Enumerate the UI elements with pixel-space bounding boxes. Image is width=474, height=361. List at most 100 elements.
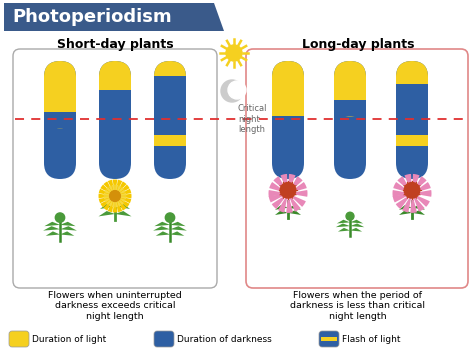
Wedge shape xyxy=(288,174,296,193)
Polygon shape xyxy=(288,205,301,210)
Wedge shape xyxy=(273,176,288,193)
Wedge shape xyxy=(115,196,118,207)
Wedge shape xyxy=(109,196,115,207)
Circle shape xyxy=(221,80,243,102)
Polygon shape xyxy=(338,228,350,232)
FancyBboxPatch shape xyxy=(334,61,366,179)
Wedge shape xyxy=(104,196,115,199)
Bar xyxy=(154,76,186,92)
Polygon shape xyxy=(155,222,170,226)
Wedge shape xyxy=(112,196,115,207)
Wedge shape xyxy=(103,196,115,210)
Bar xyxy=(396,84,428,100)
Wedge shape xyxy=(115,190,126,196)
Wedge shape xyxy=(288,193,301,212)
Wedge shape xyxy=(115,196,129,208)
Wedge shape xyxy=(115,182,127,196)
Polygon shape xyxy=(412,205,425,210)
FancyBboxPatch shape xyxy=(319,331,339,347)
Wedge shape xyxy=(106,196,115,205)
Wedge shape xyxy=(392,190,412,197)
Polygon shape xyxy=(350,223,365,227)
Wedge shape xyxy=(115,196,126,203)
Bar xyxy=(99,90,131,106)
Bar xyxy=(334,100,366,117)
Polygon shape xyxy=(155,231,170,236)
Wedge shape xyxy=(412,176,427,193)
Text: Flowers when uninterrupted
darkness exceeds critical
night length: Flowers when uninterrupted darkness exce… xyxy=(48,291,182,321)
Polygon shape xyxy=(412,210,425,215)
Bar xyxy=(154,135,186,146)
Wedge shape xyxy=(288,193,306,207)
Text: Duration of light: Duration of light xyxy=(32,335,106,344)
Wedge shape xyxy=(402,193,412,213)
Wedge shape xyxy=(112,184,115,196)
Wedge shape xyxy=(397,176,412,193)
Wedge shape xyxy=(272,193,288,209)
Wedge shape xyxy=(288,190,308,197)
Wedge shape xyxy=(115,180,122,196)
Wedge shape xyxy=(115,196,121,207)
Polygon shape xyxy=(170,222,186,226)
Polygon shape xyxy=(60,226,77,231)
Wedge shape xyxy=(412,174,419,193)
Wedge shape xyxy=(410,193,417,213)
Wedge shape xyxy=(115,193,127,196)
Wedge shape xyxy=(115,184,118,196)
FancyBboxPatch shape xyxy=(9,331,29,347)
FancyBboxPatch shape xyxy=(99,61,131,179)
FancyBboxPatch shape xyxy=(272,61,304,179)
Wedge shape xyxy=(281,174,288,193)
FancyBboxPatch shape xyxy=(13,49,217,288)
Polygon shape xyxy=(288,210,301,215)
Wedge shape xyxy=(396,193,412,209)
FancyBboxPatch shape xyxy=(154,61,186,179)
Text: Duration of darkness: Duration of darkness xyxy=(177,335,272,344)
Wedge shape xyxy=(412,193,425,212)
Wedge shape xyxy=(100,184,115,196)
Wedge shape xyxy=(393,182,412,193)
Wedge shape xyxy=(115,196,131,203)
Wedge shape xyxy=(100,196,115,208)
Wedge shape xyxy=(115,196,127,210)
Polygon shape xyxy=(60,222,75,226)
Text: Long-day plants: Long-day plants xyxy=(302,38,414,51)
Wedge shape xyxy=(108,196,115,212)
Polygon shape xyxy=(275,205,288,210)
Wedge shape xyxy=(412,193,430,207)
Polygon shape xyxy=(46,231,60,236)
Wedge shape xyxy=(115,185,121,196)
Text: Critical
night
length: Critical night length xyxy=(238,104,267,134)
Text: Photoperiodism: Photoperiodism xyxy=(12,8,172,26)
Polygon shape xyxy=(350,228,362,232)
Polygon shape xyxy=(4,3,224,31)
FancyBboxPatch shape xyxy=(272,61,304,132)
Circle shape xyxy=(226,45,242,61)
Wedge shape xyxy=(288,176,302,193)
Wedge shape xyxy=(392,193,412,203)
Circle shape xyxy=(280,182,296,198)
Wedge shape xyxy=(288,182,307,193)
Wedge shape xyxy=(404,174,412,193)
Polygon shape xyxy=(99,211,115,216)
Wedge shape xyxy=(412,190,431,197)
Wedge shape xyxy=(115,187,124,196)
Text: Short-day plants: Short-day plants xyxy=(57,38,173,51)
Text: Flowers when the period of
darkness is less than critical
night length: Flowers when the period of darkness is l… xyxy=(291,291,426,321)
Wedge shape xyxy=(106,187,115,196)
Wedge shape xyxy=(115,196,122,212)
Wedge shape xyxy=(113,196,117,213)
Polygon shape xyxy=(100,204,115,209)
Bar xyxy=(321,337,337,341)
Wedge shape xyxy=(115,196,124,205)
Polygon shape xyxy=(350,220,363,223)
Wedge shape xyxy=(412,182,431,193)
FancyBboxPatch shape xyxy=(154,61,186,92)
Circle shape xyxy=(55,213,64,222)
Polygon shape xyxy=(337,220,350,223)
Circle shape xyxy=(165,213,175,222)
Circle shape xyxy=(404,182,420,198)
Polygon shape xyxy=(275,210,288,215)
Wedge shape xyxy=(278,193,288,213)
Text: Flash of light: Flash of light xyxy=(342,335,401,344)
